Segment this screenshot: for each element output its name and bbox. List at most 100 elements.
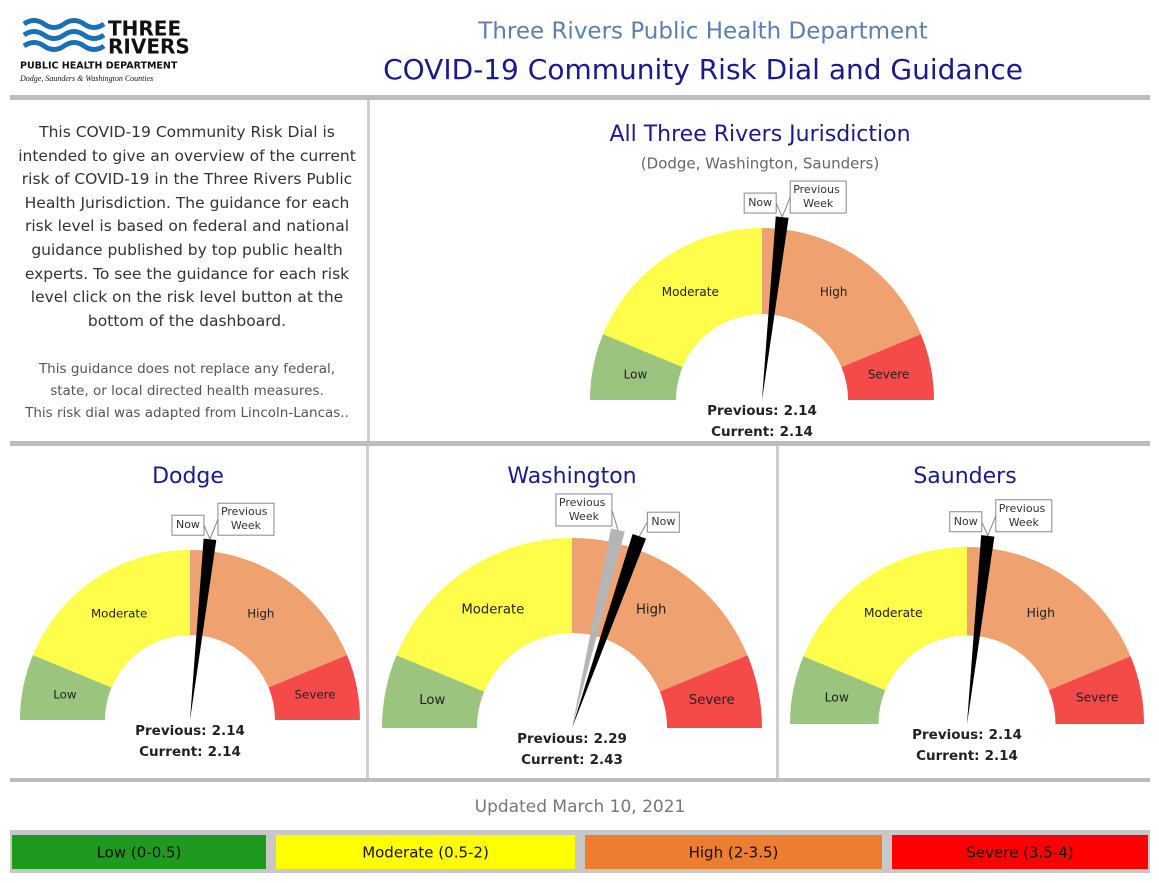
readout-value: 2.14 [985, 748, 1018, 764]
callout-label: Now [954, 515, 978, 528]
readout: Current: 2.14 [139, 744, 241, 760]
band-label: Low [419, 693, 445, 708]
callout-box [555, 493, 613, 527]
callout-label: Previous Week [999, 502, 1049, 529]
gauge: Dodge Low Moderate High Severe Now Previous We… [20, 464, 360, 760]
readout-value: 2.14 [780, 424, 813, 440]
divider [366, 446, 369, 778]
callout-box [995, 499, 1053, 533]
callout-box [743, 192, 777, 214]
dial-band [967, 547, 1131, 691]
risk-button[interactable] [892, 835, 1148, 869]
dial-band [762, 228, 921, 368]
gauge-subtitle: (Dodge, Washington, Saunders) [641, 155, 879, 173]
callout-box [789, 180, 847, 214]
divider [10, 778, 1150, 782]
risk-button[interactable] [276, 835, 575, 869]
gauge: Washington Low Moderate High Severe Previous … [382, 464, 762, 768]
dial-band [790, 656, 886, 724]
band-label: Severe [1076, 691, 1119, 705]
logo-department: PUBLIC HEALTH DEPARTMENT [20, 61, 178, 72]
callout-line [638, 521, 648, 537]
note-line: This risk dial was adapted from Lincoln-… [25, 405, 349, 421]
readout-label: Previous: [707, 403, 778, 419]
band-label: Low [624, 367, 648, 381]
dial-band [603, 228, 762, 368]
dial-band [803, 547, 967, 691]
band-label: Moderate [461, 603, 524, 618]
readout: Previous: 2.14 [707, 403, 817, 419]
callout-label: Previous Week [221, 505, 271, 532]
dial-band [396, 538, 572, 692]
readout-value: 2.29 [594, 731, 627, 747]
gauge-title: Washington [507, 464, 636, 489]
callout-box [171, 514, 205, 536]
readout-label: Current: [139, 744, 202, 760]
callout-label: Now [176, 518, 200, 531]
dial-band [1048, 656, 1144, 724]
note-line: This guidance does not replace any feder… [38, 361, 336, 377]
callout-box [949, 511, 983, 533]
readout-value: 2.14 [784, 403, 817, 419]
readout: Current: 2.14 [711, 424, 813, 440]
dial-band [32, 550, 191, 688]
callout-line [775, 202, 783, 218]
gauge-title: Saunders [913, 464, 1016, 489]
readout: Previous: 2.14 [912, 727, 1022, 743]
callout-line [987, 515, 997, 536]
band-label: Severe [868, 367, 910, 381]
risk-button-label[interactable]: Low (0-0.5) [97, 844, 182, 862]
logo-counties: Dodge, Saunders & Washington Counties [19, 74, 153, 83]
callout-line [781, 196, 791, 218]
readout-label: Previous: [135, 723, 206, 739]
callout-label: Now [748, 196, 772, 209]
page-title: COVID-19 Community Risk Dial and Guidanc… [383, 53, 1023, 86]
dial-band [590, 334, 683, 400]
dial-band [20, 654, 112, 720]
logo: THREE RIVERS PUBLIC HEALTH DEPARTMENT Do… [19, 17, 190, 83]
logo-name: RIVERS [108, 35, 190, 59]
gauge: Saunders Low Moderate High Severe Now Previous… [790, 464, 1144, 764]
gauge-title: All Three Rivers Jurisdiction [609, 122, 910, 147]
divider [367, 100, 370, 441]
gauge: All Three Rivers Jurisdiction (Dodge, Was… [590, 122, 934, 440]
needle [572, 533, 647, 728]
readout-label: Current: [521, 752, 584, 768]
readout-value: 2.14 [989, 727, 1022, 743]
risk-button[interactable] [585, 835, 882, 869]
readout: Previous: 2.14 [135, 723, 245, 739]
description: This COVID-19 Community Risk Dial is int… [18, 123, 356, 330]
band-label: Moderate [662, 285, 719, 299]
divider [10, 95, 1150, 100]
readout: Previous: 2.29 [517, 731, 627, 747]
organization: Three Rivers Public Health Department [477, 19, 927, 45]
dial-band [572, 538, 748, 692]
needle [762, 216, 789, 400]
dial-band [841, 334, 934, 400]
band-label: Low [53, 688, 77, 702]
readout: Current: 2.14 [916, 748, 1018, 764]
band-label: Moderate [91, 606, 147, 620]
band-label: Moderate [864, 606, 923, 620]
band-label: Severe [689, 693, 735, 708]
readout: Current: 2.43 [521, 752, 623, 768]
logo-name: THREE [108, 17, 181, 41]
dial-band [190, 550, 348, 688]
callout-box [217, 502, 275, 536]
risk-button-label[interactable]: Severe (3.5-4) [966, 844, 1073, 862]
gauge-title: Dodge [152, 464, 224, 489]
callout-line [981, 521, 989, 536]
callout-box [646, 511, 680, 533]
band-label: High [820, 285, 848, 299]
readout-label: Current: [916, 748, 979, 764]
notes: This guidance does not replace any feder… [4, 358, 370, 424]
readout-value: 2.14 [208, 744, 241, 760]
dial-band [659, 655, 762, 728]
readout-label: Current: [711, 424, 774, 440]
readout-label: Previous: [517, 731, 588, 747]
risk-button-label[interactable]: High (2-3.5) [689, 844, 779, 862]
risk-button[interactable] [12, 835, 266, 869]
risk-button-label[interactable]: Moderate (0.5-2) [362, 844, 489, 862]
divider [10, 441, 1150, 446]
